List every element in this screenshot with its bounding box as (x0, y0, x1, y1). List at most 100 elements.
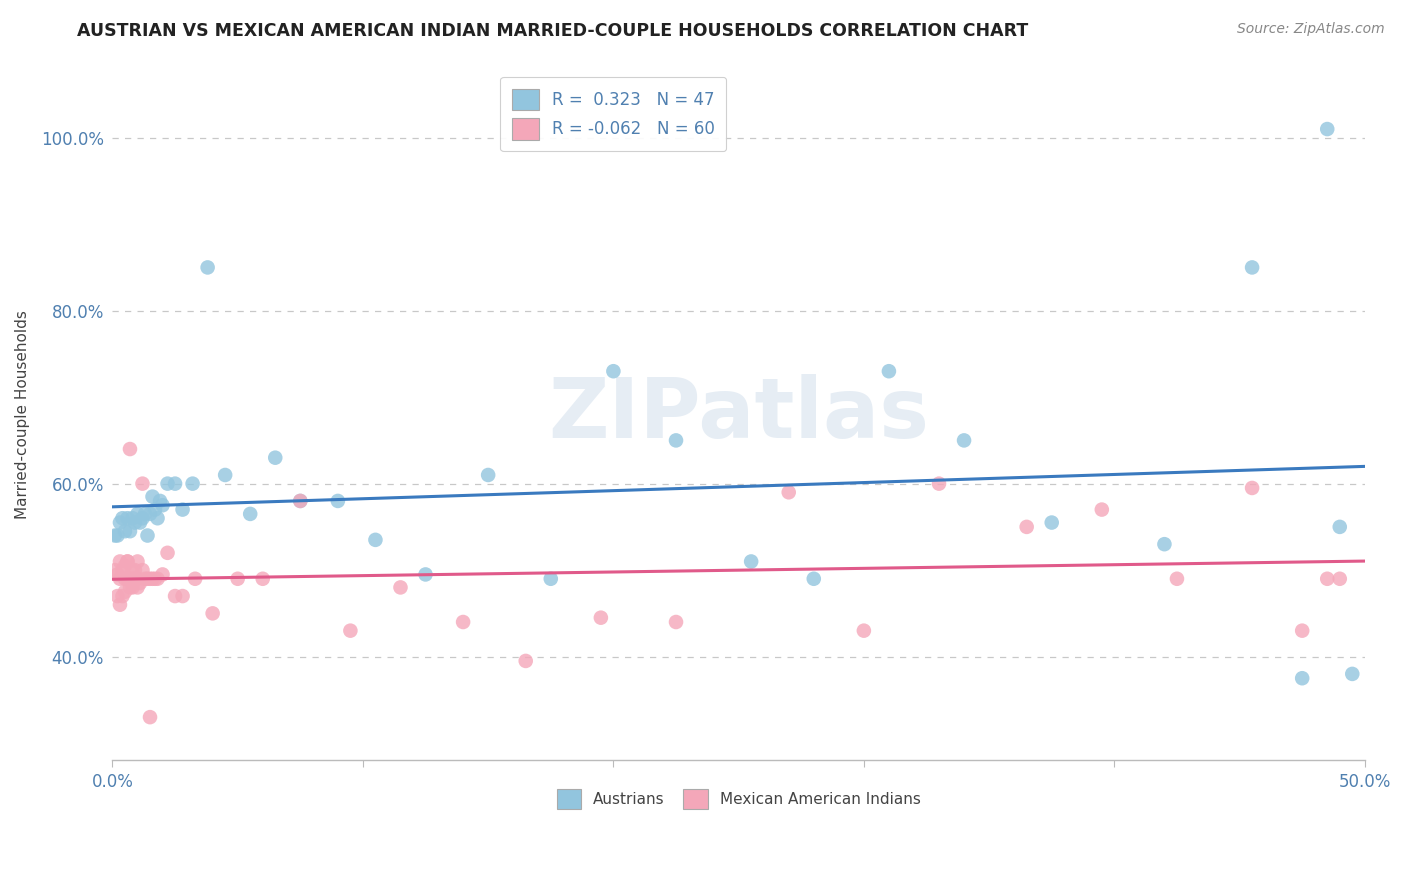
Point (1329, 572, 1351, 586)
Point (1241, 481, 1264, 495)
Point (127, 572, 149, 586)
Text: Source: ZipAtlas.com: Source: ZipAtlas.com (1237, 22, 1385, 37)
Point (108, 572, 131, 586)
Point (146, 572, 169, 586)
Point (149, 494, 172, 508)
Point (127, 554, 149, 568)
Point (214, 467, 236, 482)
Point (1316, 572, 1339, 586)
Point (121, 572, 143, 586)
Point (134, 572, 156, 586)
Point (134, 507, 156, 521)
Text: ZIPatlas: ZIPatlas (548, 374, 929, 455)
Point (852, 624, 875, 638)
Point (877, 364, 900, 378)
Point (121, 581, 143, 595)
Legend: Austrians, Mexican American Indians: Austrians, Mexican American Indians (550, 783, 927, 815)
Point (181, 476, 204, 491)
Point (364, 533, 387, 547)
Point (953, 434, 976, 448)
Point (139, 710, 162, 724)
Point (114, 558, 136, 573)
Point (665, 434, 688, 448)
Point (239, 507, 262, 521)
Point (589, 610, 612, 624)
Point (778, 485, 800, 500)
Point (172, 589, 194, 603)
Point (107, 567, 129, 582)
Point (451, 615, 474, 629)
Point (1341, 666, 1364, 681)
Point (121, 563, 143, 577)
Point (665, 615, 688, 629)
Point (184, 572, 207, 586)
Point (252, 572, 274, 586)
Point (1291, 671, 1313, 685)
Y-axis label: Married-couple Households: Married-couple Households (15, 310, 30, 519)
Point (290, 494, 312, 508)
Point (118, 581, 141, 595)
Point (124, 516, 146, 530)
Point (131, 563, 153, 577)
Point (114, 572, 136, 586)
Point (139, 507, 162, 521)
Point (118, 572, 141, 586)
Point (127, 507, 149, 521)
Point (118, 442, 141, 456)
Point (136, 572, 159, 586)
Point (540, 572, 562, 586)
Point (928, 476, 950, 491)
Point (1166, 572, 1188, 586)
Point (117, 554, 139, 568)
Point (143, 502, 166, 516)
Point (515, 654, 537, 668)
Point (146, 511, 169, 525)
Point (172, 502, 194, 516)
Point (1153, 537, 1175, 551)
Point (290, 494, 312, 508)
Point (152, 498, 174, 512)
Point (104, 563, 127, 577)
Point (111, 589, 134, 603)
Text: AUSTRIAN VS MEXICAN AMERICAN INDIAN MARRIED-COUPLE HOUSEHOLDS CORRELATION CHART: AUSTRIAN VS MEXICAN AMERICAN INDIAN MARR… (77, 22, 1029, 40)
Point (602, 364, 624, 378)
Point (1040, 516, 1063, 530)
Point (165, 589, 187, 603)
Point (108, 516, 131, 530)
Point (127, 581, 149, 595)
Point (339, 624, 361, 638)
Point (197, 260, 219, 275)
Point (389, 581, 412, 595)
Point (124, 572, 146, 586)
Point (326, 494, 349, 508)
Point (477, 467, 499, 482)
Point (139, 572, 162, 586)
Point (104, 528, 127, 542)
Point (108, 598, 131, 612)
Point (1241, 260, 1264, 275)
Point (114, 524, 136, 539)
Point (117, 511, 139, 525)
Point (1091, 502, 1114, 516)
Point (107, 528, 129, 542)
Point (131, 511, 153, 525)
Point (1316, 122, 1339, 136)
Point (117, 572, 139, 586)
Point (111, 563, 134, 577)
Point (1015, 520, 1038, 534)
Point (1329, 520, 1351, 534)
Point (156, 546, 179, 560)
Point (131, 476, 153, 491)
Point (226, 572, 249, 586)
Point (156, 476, 179, 491)
Point (201, 607, 224, 621)
Point (118, 524, 141, 539)
Point (740, 554, 762, 568)
Point (1291, 624, 1313, 638)
Point (117, 554, 139, 568)
Point (141, 490, 163, 504)
Point (111, 511, 134, 525)
Point (136, 528, 159, 542)
Point (264, 450, 287, 465)
Point (129, 576, 152, 591)
